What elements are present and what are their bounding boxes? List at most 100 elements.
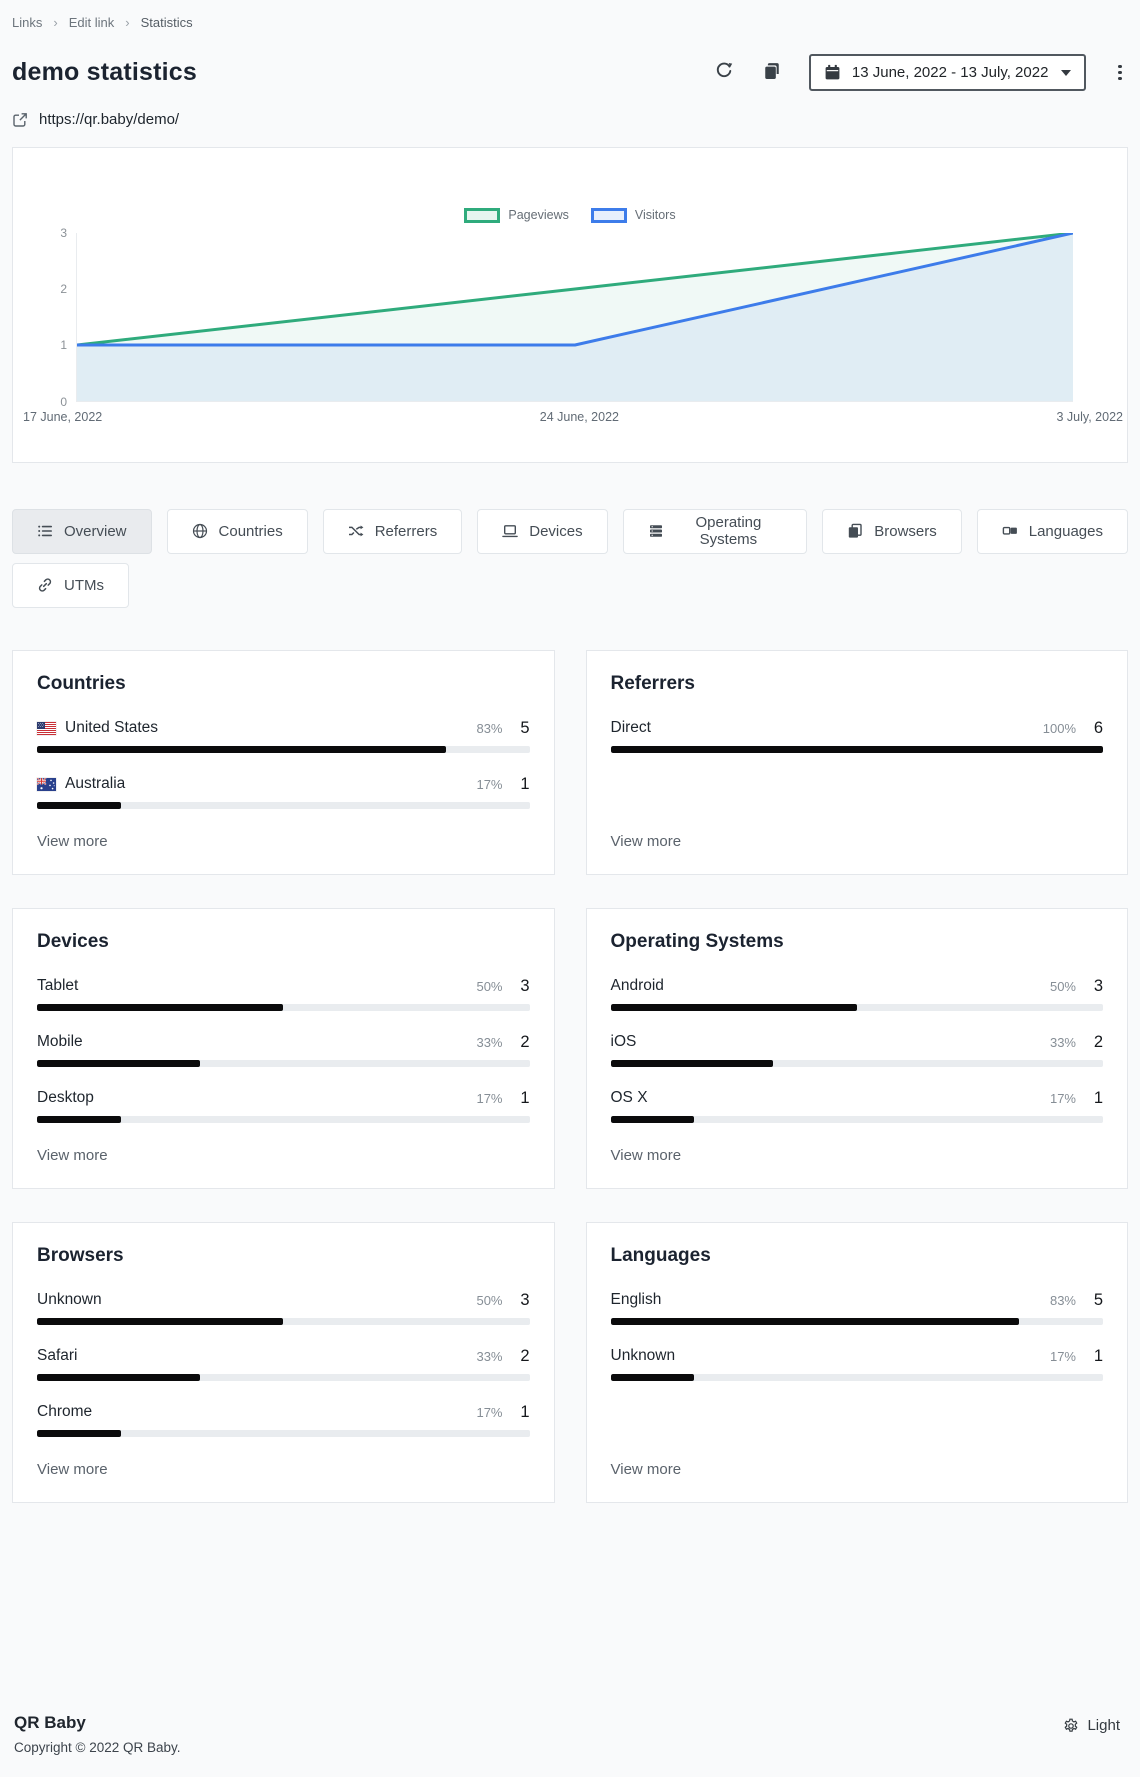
stat-name: Safari — [37, 1347, 78, 1364]
tabs-row-1: Overview Countries Referrers Devices Operati… — [12, 508, 1128, 554]
breadcrumb-item-links[interactable]: Links — [12, 15, 43, 30]
stat-bar-fill — [37, 745, 446, 753]
tab-overview[interactable]: Overview — [12, 508, 152, 554]
stat-head: United States 83% 5 — [37, 719, 530, 738]
stat-percent: 83% — [476, 720, 503, 736]
stat-label: Android — [611, 977, 664, 995]
chart-legend: Pageviews Visitors — [13, 207, 1127, 223]
breadcrumb-item-edit-link[interactable]: Edit link — [68, 15, 115, 30]
stat-label: Safari — [37, 1347, 78, 1365]
breadcrumb-item-statistics: Statistics — [140, 15, 193, 30]
date-range-picker[interactable]: 13 June, 2022 - 13 July, 2022 — [808, 54, 1087, 91]
short-url-link[interactable]: https://qr.baby/demo/ — [12, 111, 179, 128]
stat-name: Direct — [610, 719, 651, 736]
view-more-link[interactable]: View more — [37, 1460, 108, 1478]
stat-bar — [610, 1003, 1103, 1011]
stat-name: iOS — [610, 1033, 637, 1050]
header-controls: 13 June, 2022 - 13 July, 2022 — [713, 54, 1128, 91]
tab-countries[interactable]: Countries — [166, 508, 308, 554]
card-title: Browsers — [37, 1244, 124, 1266]
stat-bar-fill — [610, 1373, 695, 1381]
stat-values: 17% 1 — [476, 1403, 529, 1422]
stat-row-os-x: OS X 17% 1 — [610, 1089, 1103, 1123]
kebab-menu-button[interactable] — [1112, 61, 1128, 85]
y-axis-tick: 2 — [60, 281, 67, 296]
x-axis-label: 24 June, 2022 — [539, 409, 619, 424]
stat-bar — [37, 1115, 530, 1123]
stat-values: 17% 1 — [1050, 1347, 1103, 1366]
stat-label: English — [611, 1291, 662, 1309]
stat-label: Unknown — [37, 1291, 102, 1309]
chevron-right-icon: › — [53, 15, 58, 30]
refresh-button[interactable] — [713, 60, 735, 85]
server-icon — [648, 523, 664, 539]
stat-name: English — [610, 1291, 662, 1308]
stat-bar-fill — [37, 1429, 121, 1437]
stat-bar-fill — [37, 801, 121, 809]
stat-values: 50% 3 — [1050, 977, 1103, 996]
tab-label: Browsers — [874, 522, 937, 540]
stat-bar — [37, 745, 530, 753]
flag-au-icon — [37, 777, 56, 791]
tab-referrers[interactable]: Referrers — [322, 508, 463, 554]
stat-head: English 83% 5 — [611, 1291, 1104, 1310]
card-operating-systems: Operating Systems Android 50% 3 iOS 33% 2 OS X 1… — [585, 907, 1128, 1189]
stat-count: 5 — [1093, 1290, 1103, 1309]
stat-count: 3 — [520, 976, 530, 995]
stat-values: 33% 2 — [1050, 1033, 1103, 1052]
stat-count: 1 — [520, 1402, 530, 1421]
copy-button[interactable] — [761, 60, 783, 85]
card-referrers: Referrers Direct 100% 6 View more — [585, 649, 1128, 875]
view-more-link[interactable]: View more — [37, 832, 108, 850]
gear-icon — [1063, 1718, 1079, 1734]
view-more-link[interactable]: View more — [610, 832, 682, 850]
tab-label: Devices — [529, 522, 583, 540]
stat-head: Direct 100% 6 — [611, 719, 1104, 738]
stat-bar — [610, 1115, 1103, 1123]
theme-toggle[interactable]: Light — [1057, 1716, 1126, 1735]
footer-brand-block: QR Baby Copyright © 2022 QR Baby. — [14, 1713, 181, 1755]
legend-swatch — [590, 207, 627, 223]
stat-name: Tablet — [37, 977, 79, 994]
stat-percent: 17% — [1049, 1090, 1076, 1106]
stat-head: Mobile 33% 2 — [37, 1033, 530, 1052]
stat-row-mobile: Mobile 33% 2 — [37, 1033, 530, 1067]
stat-count: 1 — [520, 1088, 530, 1107]
stat-row-tablet: Tablet 50% 3 — [37, 977, 530, 1011]
view-more-link[interactable]: View more — [610, 1146, 682, 1164]
stat-bar — [610, 745, 1103, 753]
stat-values: 83% 5 — [476, 719, 529, 738]
stat-bar — [37, 1373, 530, 1381]
stat-label: Tablet — [37, 977, 78, 995]
legend-item-pageviews[interactable]: Pageviews — [464, 207, 569, 223]
view-more-link[interactable]: View more — [37, 1146, 108, 1164]
stat-label: Desktop — [37, 1089, 94, 1107]
tab-utms[interactable]: UTMs — [12, 562, 129, 608]
stat-head: iOS 33% 2 — [611, 1033, 1104, 1052]
view-more-link[interactable]: View more — [610, 1460, 682, 1478]
tabs-row-2: UTMs — [12, 562, 1128, 608]
card-devices: Devices Tablet 50% 3 Mobile 33% 2 Desktop 17% 1 Vi… — [12, 907, 555, 1189]
tab-languages[interactable]: Languages — [976, 508, 1128, 554]
stat-percent: 17% — [476, 776, 503, 792]
breadcrumb: Links › Edit link › Statistics — [12, 0, 1128, 30]
stat-name: Unknown — [610, 1347, 676, 1364]
stat-values: 33% 2 — [476, 1033, 529, 1052]
stat-head: Desktop 17% 1 — [37, 1089, 530, 1108]
date-range-label: 13 June, 2022 - 13 July, 2022 — [851, 64, 1049, 81]
card-title: Languages — [610, 1244, 711, 1266]
x-axis-label: 3 July, 2022 — [1056, 409, 1123, 424]
tab-devices[interactable]: Devices — [477, 508, 608, 554]
stat-percent: 50% — [476, 978, 503, 994]
stat-name: Mobile — [37, 1033, 83, 1050]
stat-label: Unknown — [611, 1347, 676, 1365]
tab-browsers[interactable]: Browsers — [822, 508, 962, 554]
stat-bar — [37, 1059, 530, 1067]
tab-operating-systems[interactable]: Operating Systems — [622, 508, 808, 554]
stat-bar-fill — [37, 1373, 200, 1381]
stat-percent: 17% — [476, 1404, 503, 1420]
page-footer: QR Baby Copyright © 2022 QR Baby. Light — [12, 1695, 1128, 1777]
legend-item-visitors[interactable]: Visitors — [590, 207, 676, 223]
stat-head: Unknown 50% 3 — [37, 1291, 530, 1310]
